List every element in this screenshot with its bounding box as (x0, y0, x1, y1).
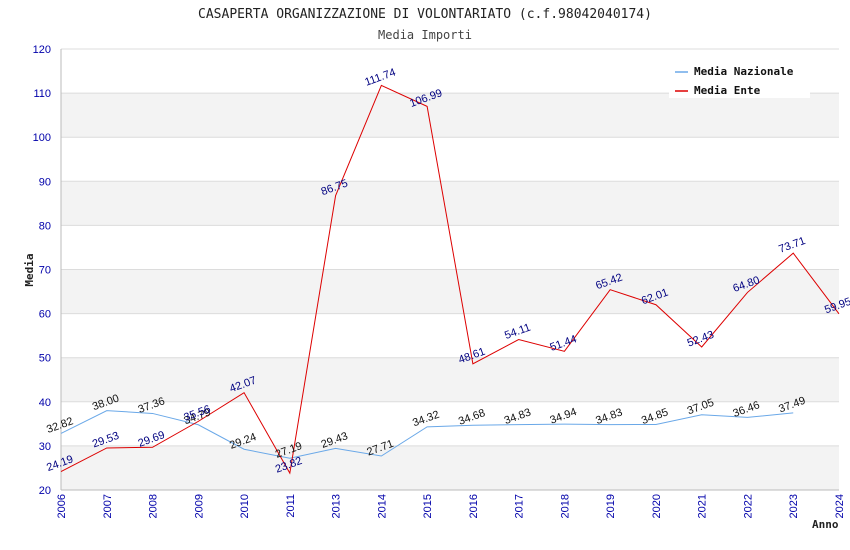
y-tick-label: 120 (33, 44, 51, 56)
series-line-media-ente (60, 84, 840, 475)
y-tick-label: 30 (39, 441, 51, 453)
series-line-media-nazionale (60, 410, 794, 459)
x-tick-label: 2017 (514, 494, 526, 518)
data-label: 34.83 (594, 406, 624, 427)
y-tick-label: 40 (39, 397, 51, 409)
legend: Media Nazionale Media Ente (669, 59, 810, 98)
grid-band (61, 269, 839, 314)
grid-band (61, 357, 839, 402)
grid-band (61, 181, 839, 226)
data-label: 111.74 (363, 66, 397, 88)
x-tick-label: 2020 (651, 494, 663, 518)
grid-bands (61, 93, 839, 490)
chart-subtitle: Media Importi (378, 28, 472, 42)
data-label: 54.11 (503, 322, 532, 342)
y-tick-label: 110 (33, 88, 51, 100)
legend-box (669, 59, 810, 98)
data-label: 34.85 (640, 406, 670, 427)
grid-band (61, 445, 839, 490)
y-axis-ticks: 20 30 40 50 60 70 80 90 100 110 120 (33, 44, 51, 497)
x-tick-label: 2007 (102, 494, 114, 518)
y-tick-label: 90 (39, 176, 51, 188)
x-tick-label: 2013 (331, 494, 343, 518)
x-tick-label: 2019 (605, 494, 617, 518)
x-tick-label: 2014 (376, 494, 388, 518)
x-tick-label: 2006 (56, 494, 68, 518)
x-tick-label: 2016 (468, 494, 480, 518)
x-tick-label: 2022 (742, 494, 754, 518)
chart-title: CASAPERTA ORGANIZZAZIONE DI VOLONTARIATO… (198, 7, 652, 22)
x-axis-title: Anno (812, 518, 839, 531)
x-tick-label: 2015 (422, 494, 434, 518)
x-tick-label: 2011 (285, 494, 297, 518)
y-tick-label: 20 (39, 485, 51, 497)
x-tick-label: 2010 (239, 494, 251, 518)
x-tick-label: 2024 (834, 494, 846, 518)
x-tick-label: 2018 (559, 494, 571, 518)
y-tick-label: 80 (39, 220, 51, 232)
y-tick-label: 50 (39, 353, 51, 365)
data-label: 32.82 (45, 415, 75, 436)
x-tick-label: 2009 (193, 494, 205, 518)
legend-label-media-ente: Media Ente (694, 84, 761, 97)
legend-label-media-nazionale: Media Nazionale (694, 65, 794, 78)
y-tick-label: 60 (39, 309, 51, 321)
y-tick-label: 100 (33, 132, 51, 144)
x-tick-label: 2023 (788, 494, 800, 518)
grid-band (61, 93, 839, 138)
series-lines (60, 84, 840, 475)
x-tick-label: 2021 (697, 494, 709, 518)
x-axis-ticks: 2006 2007 2008 2009 2010 2011 2013 2014 2015 2016… (56, 494, 846, 518)
y-axis-title: Media (23, 253, 36, 286)
x-tick-label: 2008 (148, 494, 160, 518)
y-tick-label: 70 (39, 265, 51, 277)
data-label: 73.71 (777, 235, 807, 256)
data-label: 34.94 (548, 406, 578, 427)
